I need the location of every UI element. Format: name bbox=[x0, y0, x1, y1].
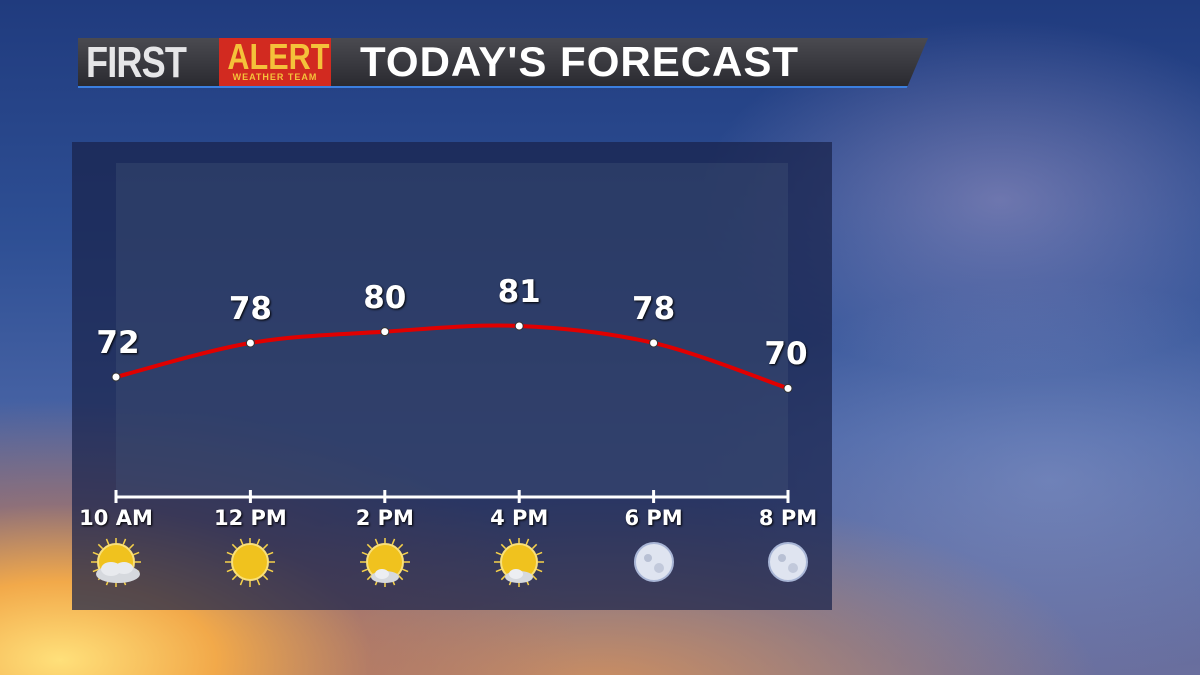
data-label: 72 bbox=[96, 325, 140, 361]
data-point bbox=[783, 383, 793, 393]
data-point bbox=[514, 321, 524, 331]
brand-logo: ALERT WEATHER TEAM bbox=[219, 36, 331, 86]
data-point bbox=[380, 327, 390, 337]
x-tick-label: 6 PM bbox=[624, 506, 683, 530]
x-tick-label: 4 PM bbox=[490, 506, 549, 530]
sunny-icon bbox=[225, 537, 276, 588]
page-title: TODAY'S FORECAST bbox=[360, 38, 800, 85]
x-tick-label: 10 AM bbox=[79, 506, 153, 530]
data-label: 78 bbox=[632, 290, 676, 327]
mostly-sunny-icon bbox=[494, 537, 545, 588]
clear-night-icon bbox=[629, 538, 679, 588]
chart-panel bbox=[72, 142, 832, 610]
data-label: 80 bbox=[363, 279, 407, 316]
clear-night-icon bbox=[763, 538, 813, 588]
x-tick-label: 8 PM bbox=[758, 506, 818, 530]
brand-alert: ALERT bbox=[227, 36, 330, 77]
data-point bbox=[649, 338, 659, 348]
data-point bbox=[111, 372, 121, 382]
x-tick-label: 2 PM bbox=[355, 506, 414, 530]
plot-area bbox=[116, 163, 788, 497]
data-label: 81 bbox=[497, 273, 541, 310]
brand-first: FIRST bbox=[86, 38, 187, 87]
data-label: 70 bbox=[764, 336, 808, 373]
data-point bbox=[245, 338, 255, 348]
header-banner: FIRST ALERT WEATHER TEAM TODAY'S FORECAS… bbox=[78, 36, 928, 88]
x-tick-label: 12 PM bbox=[213, 506, 287, 530]
data-label: 78 bbox=[228, 290, 272, 327]
partly-cloudy-icon bbox=[91, 537, 141, 588]
mostly-sunny-icon bbox=[359, 537, 410, 588]
temperature-line bbox=[115, 323, 789, 391]
brand-subtitle: WEATHER TEAM bbox=[232, 72, 318, 82]
